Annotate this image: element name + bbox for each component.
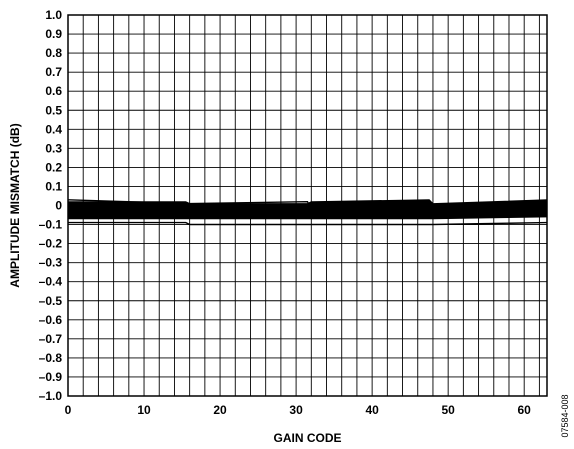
y-tick-label: 0.1 bbox=[45, 179, 62, 193]
y-axis-title: AMPLITUDE MISMATCH (dB) bbox=[8, 123, 22, 287]
x-tick-label: 10 bbox=[137, 403, 151, 417]
x-axis-title: GAIN CODE bbox=[273, 431, 341, 445]
y-tick-label: 0.3 bbox=[45, 141, 62, 155]
x-tick-label: 20 bbox=[213, 403, 227, 417]
y-tick-label: 1.0 bbox=[45, 8, 62, 22]
y-tick-label: 0.7 bbox=[45, 65, 62, 79]
y-tick-label: 0.2 bbox=[45, 160, 62, 174]
y-tick-label: 0.4 bbox=[45, 122, 62, 136]
y-tick-label: –0.3 bbox=[39, 256, 63, 270]
y-tick-label: 0.9 bbox=[45, 27, 62, 41]
series-line bbox=[68, 221, 548, 226]
plot-series bbox=[67, 199, 548, 226]
plot-frame bbox=[67, 14, 548, 397]
y-tick-label: 0.5 bbox=[45, 103, 62, 117]
y-tick-labels: 1.0 0.9 0.8 0.7 0.6 0.5 0.4 0.3 0.2 0.1 0 –0.1 –0.2 –… bbox=[39, 8, 63, 403]
y-tick-label: –0.1 bbox=[39, 218, 63, 232]
x-tick-label: 30 bbox=[289, 403, 303, 417]
x-tick-label: 40 bbox=[365, 403, 379, 417]
y-tick-label: 0 bbox=[55, 199, 62, 213]
y-tick-label: –0.5 bbox=[39, 294, 63, 308]
series-line bbox=[67, 199, 548, 211]
y-tick-label: –0.8 bbox=[39, 351, 63, 365]
x-tick-labels: 0 10 20 30 40 50 60 bbox=[65, 403, 532, 417]
y-tick-label: 0.8 bbox=[45, 46, 62, 60]
figure-id: 07584-008 bbox=[560, 394, 570, 437]
y-tick-label: –0.6 bbox=[39, 313, 63, 327]
x-tick-label: 60 bbox=[518, 403, 532, 417]
y-tick-label: –0.4 bbox=[39, 275, 63, 289]
y-tick-label: 0.6 bbox=[45, 84, 62, 98]
x-tick-label: 0 bbox=[65, 403, 72, 417]
y-tick-label: –0.7 bbox=[39, 332, 63, 346]
y-tick-label: –1.0 bbox=[39, 389, 63, 403]
y-tick-label: –0.2 bbox=[39, 237, 63, 251]
x-tick-label: 50 bbox=[441, 403, 455, 417]
y-tick-label: –0.9 bbox=[39, 370, 63, 384]
